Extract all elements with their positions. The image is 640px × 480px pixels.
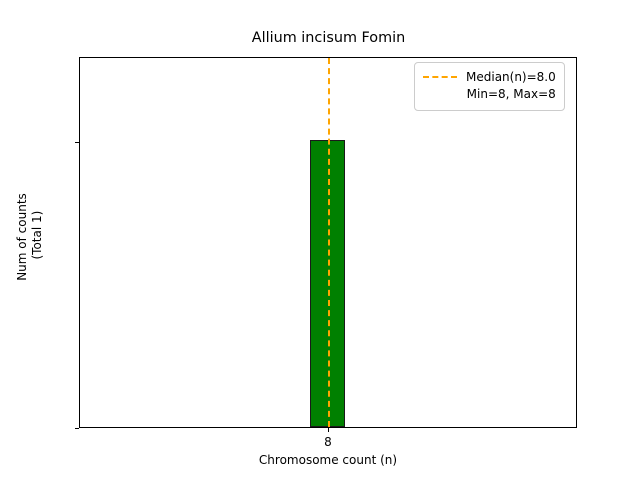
legend-label-median: Median(n)=8.0 — [466, 70, 556, 84]
plot-area — [80, 58, 576, 427]
y-axis-label: Num of counts (Total 1) — [15, 193, 44, 281]
x-axis-label: Chromosome count (n) — [258, 453, 398, 467]
x-tick-label-8: 8 — [324, 435, 332, 449]
bar-8 — [310, 140, 345, 427]
legend-key-median-icon — [423, 76, 457, 78]
x-tick-mark-8 — [328, 428, 329, 432]
legend-text-block: Median(n)=8.0 Min=8, Max=8 — [466, 69, 556, 104]
y-tick-mark-0 — [75, 428, 79, 429]
legend: Median(n)=8.0 Min=8, Max=8 — [414, 62, 565, 111]
plot-axes — [79, 57, 577, 428]
chart-title: Allium incisum Fomin — [251, 30, 406, 46]
y-tick-mark-1 — [75, 142, 79, 143]
y-axis-label-container: Num of counts (Total 1) — [0, 0, 60, 480]
median-vline — [328, 58, 330, 427]
legend-label-minmax: Min=8, Max=8 — [466, 87, 556, 102]
